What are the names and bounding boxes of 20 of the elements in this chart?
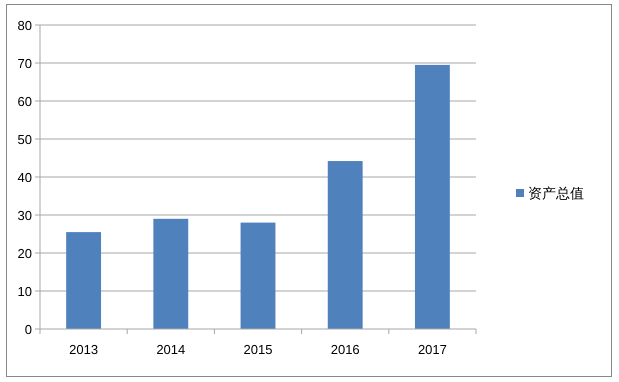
y-tick-label: 20 <box>18 246 32 261</box>
x-tick-label: 2016 <box>330 342 360 357</box>
x-tick-label: 2013 <box>69 342 98 357</box>
x-tick-label: 2017 <box>418 342 447 357</box>
bar <box>240 222 276 329</box>
legend-label: 资产总值 <box>528 185 584 201</box>
bar <box>66 232 102 329</box>
bar <box>414 64 450 329</box>
y-tick-label: 60 <box>18 94 32 109</box>
y-tick-label: 10 <box>18 284 32 299</box>
bar <box>153 218 188 329</box>
x-tick-label: 2014 <box>156 342 186 357</box>
y-tick-label: 40 <box>18 170 32 185</box>
y-tick-label: 30 <box>18 208 32 223</box>
x-tick-label: 2015 <box>244 342 272 357</box>
y-tick-label: 50 <box>18 132 32 147</box>
y-tick-label: 70 <box>18 56 32 71</box>
bar <box>328 161 363 329</box>
y-tick-label: 0 <box>24 322 32 337</box>
y-tick-label: 80 <box>18 18 32 33</box>
